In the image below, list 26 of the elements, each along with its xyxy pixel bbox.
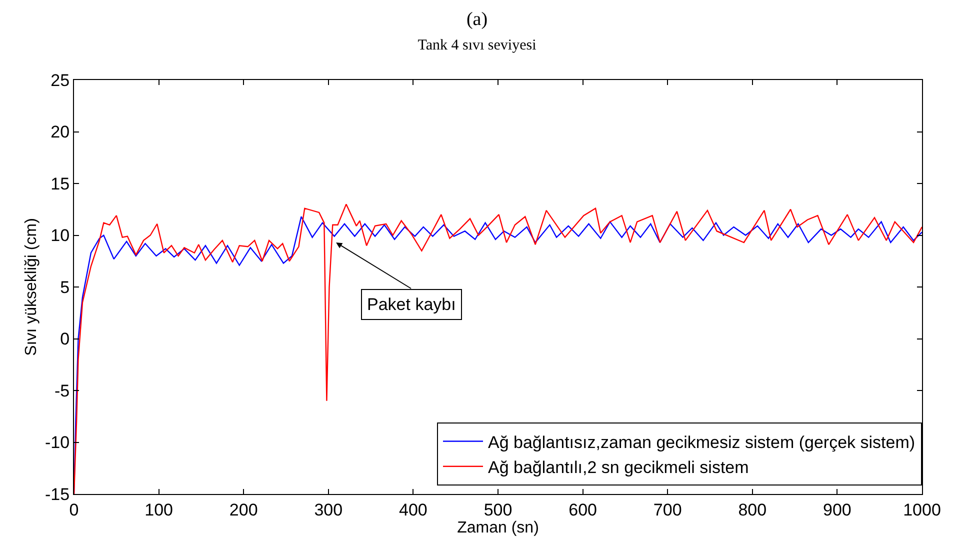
x-tick-label: 700: [653, 500, 682, 520]
y-tick-label: -15: [45, 484, 70, 504]
y-axis-title: Sıvı yüksekliği (cm): [22, 218, 40, 356]
x-tick-label: 100: [144, 500, 173, 520]
y-tick-label: 20: [50, 122, 70, 142]
y-tick-label: 25: [50, 70, 70, 90]
legend-label: Ağ bağlantısız,zaman gecikmesiz sistem (gerçek sistem): [488, 432, 916, 452]
legend-label: Ağ bağlantılı,2 sn gecikmeli sistem: [488, 458, 749, 477]
x-tick-label: 800: [738, 500, 767, 520]
chart-title: (a): [466, 8, 488, 30]
y-tick-label: 0: [60, 330, 70, 349]
x-tick-label: 300: [314, 500, 343, 520]
x-tick-label: 1000: [903, 500, 941, 520]
x-axis-title: Zaman (sn): [457, 519, 539, 536]
y-tick-label: 10: [50, 226, 70, 246]
x-tick-label: 500: [484, 500, 512, 520]
chart-subtitle: Tank 4 sıvı seviyesi: [418, 38, 536, 54]
y-tick-label: 5: [60, 278, 70, 297]
x-tick-label: 200: [229, 500, 258, 520]
y-tick-label: -10: [45, 433, 70, 452]
annotation: Paket kaybı: [367, 295, 456, 314]
x-tick-label: 600: [568, 500, 597, 520]
y-tick-label: -5: [54, 381, 70, 400]
x-tick-label: 900: [823, 500, 852, 520]
y-tick-label: 15: [50, 174, 70, 194]
x-tick-label: 400: [399, 500, 428, 520]
